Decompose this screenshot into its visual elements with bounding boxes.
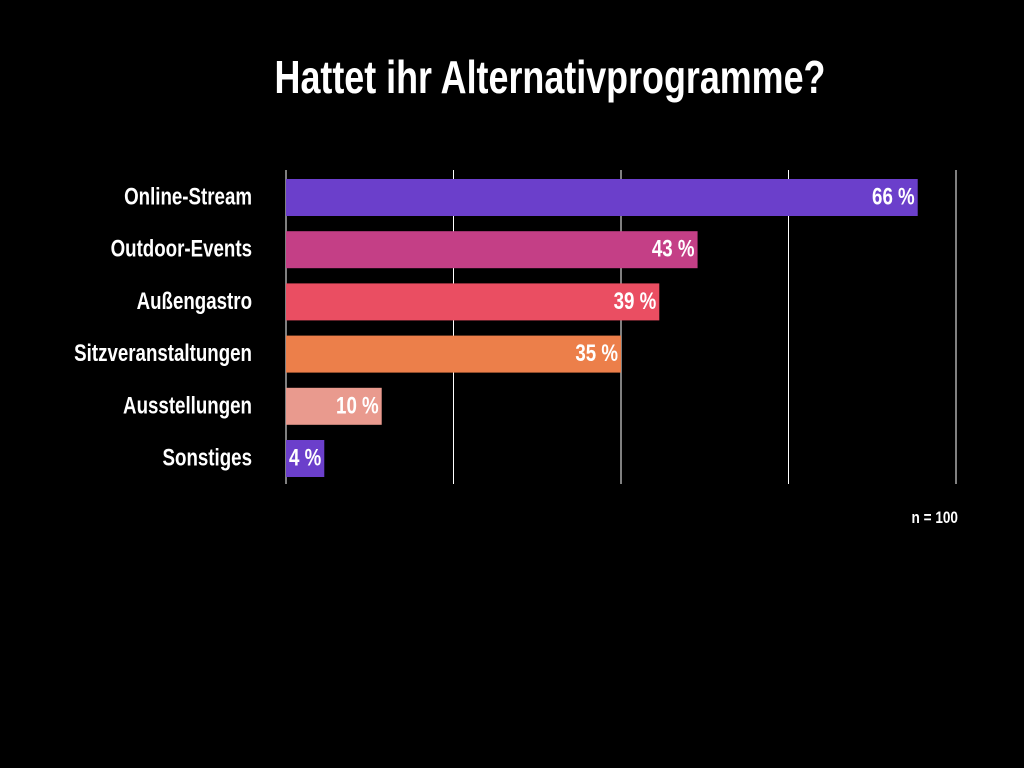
bars — [286, 179, 918, 477]
data-label: 39 % — [614, 288, 657, 315]
data-label: 66 % — [872, 183, 915, 210]
chart-title: Hattet ihr Alternativprogramme? — [274, 51, 826, 103]
category-labels: Online-Stream Outdoor-Events Außengastro Si… — [74, 183, 252, 471]
bar — [286, 387, 382, 425]
bar — [286, 283, 660, 321]
sample-size-note: n = 100 — [912, 509, 958, 528]
data-label: 10 % — [336, 392, 379, 419]
bar — [286, 335, 621, 373]
gridlines — [285, 170, 957, 484]
bar — [286, 440, 325, 477]
data-label: 35 % — [575, 340, 618, 367]
value-labels: 66 % 43 % 39 % 35 % 10 % 4 % — [289, 183, 915, 471]
category-label: Online-Stream — [124, 183, 252, 210]
bar — [286, 179, 918, 216]
category-label: Sitzveranstaltungen — [74, 340, 252, 367]
category-label: Outdoor-Events — [111, 236, 252, 263]
category-label: Ausstellungen — [123, 392, 252, 419]
category-label: Sonstiges — [163, 444, 252, 471]
data-label: 4 % — [289, 444, 321, 471]
bar — [286, 231, 698, 269]
category-label: Außengastro — [137, 288, 252, 315]
data-label: 43 % — [652, 236, 695, 263]
